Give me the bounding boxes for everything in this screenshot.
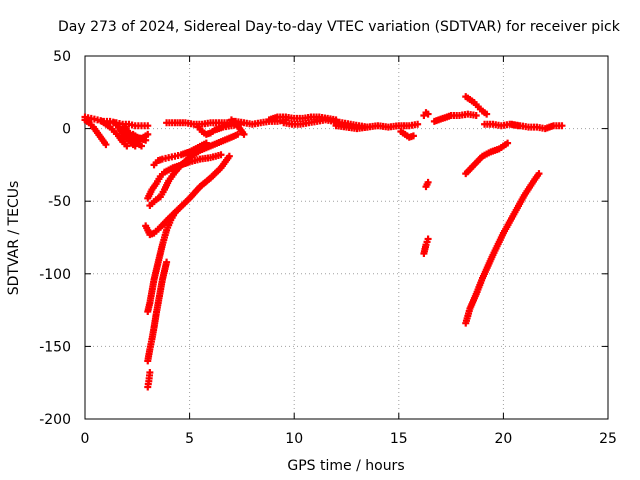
y-axis-title: SDTVAR / TECUs [6,181,22,296]
data-point [424,235,432,243]
series-sat-v [420,109,432,120]
series-sat-c [98,117,131,150]
series-sat-q [227,116,248,138]
series-sat-n [144,369,154,391]
data-point [472,112,480,120]
x-tick-label: 20 [494,431,512,447]
series-sat-j [146,130,242,210]
x-tick-label: 0 [81,431,90,447]
x-tick-label: 5 [185,431,194,447]
y-tick-label: -50 [48,194,71,210]
y-tick-label: -100 [39,267,71,283]
data-point [483,110,491,118]
series-sat-x [420,235,432,257]
series-sat-l [144,209,179,316]
series-sat-aa [462,139,512,178]
data-point [146,369,154,377]
data-point [163,258,171,266]
y-tick-label: -150 [39,339,71,355]
data-point [123,142,131,150]
data-point [225,152,233,160]
series-sat-b [81,116,110,149]
data-point [558,122,566,130]
data-point [137,142,145,150]
series-sat-z [462,93,491,118]
data-point [217,151,225,159]
data-point [102,141,110,149]
series-sat-t [332,120,422,133]
series-sat-u [397,128,417,141]
data-point [424,178,432,186]
x-tick-label: 15 [390,431,408,447]
data-point [144,130,152,138]
tick-labels: 0 5 10 15 20 25 50 0 -50 -100 -150 -200 [39,49,617,447]
series-sat-w [422,178,432,191]
data-point [424,110,432,118]
y-tick-label: 0 [62,122,71,138]
data-point [409,132,417,140]
series-sat-ac [508,120,566,133]
series-sat-g [127,130,152,146]
data-point [234,130,242,138]
series-sat-p [194,120,244,138]
y-tick-label: -200 [39,412,71,428]
y-tick-label: 50 [53,49,71,65]
chart-title: Day 273 of 2024, Sidereal Day-to-day VTE… [58,19,621,35]
x-tick-label: 10 [285,431,303,447]
data-point [171,209,179,217]
data-marks [81,93,566,391]
data-point [240,130,248,138]
x-tick-label: 25 [599,431,617,447]
data-point [144,122,152,130]
axes [84,55,609,420]
data-point [414,120,422,128]
x-axis-title: GPS time / hours [287,458,404,474]
plot-frame [84,55,609,420]
series-sat-ad [462,170,543,327]
series-sat-m [144,258,171,365]
series-sat-y [430,110,480,125]
data-point [535,170,543,178]
data-point [504,139,512,147]
